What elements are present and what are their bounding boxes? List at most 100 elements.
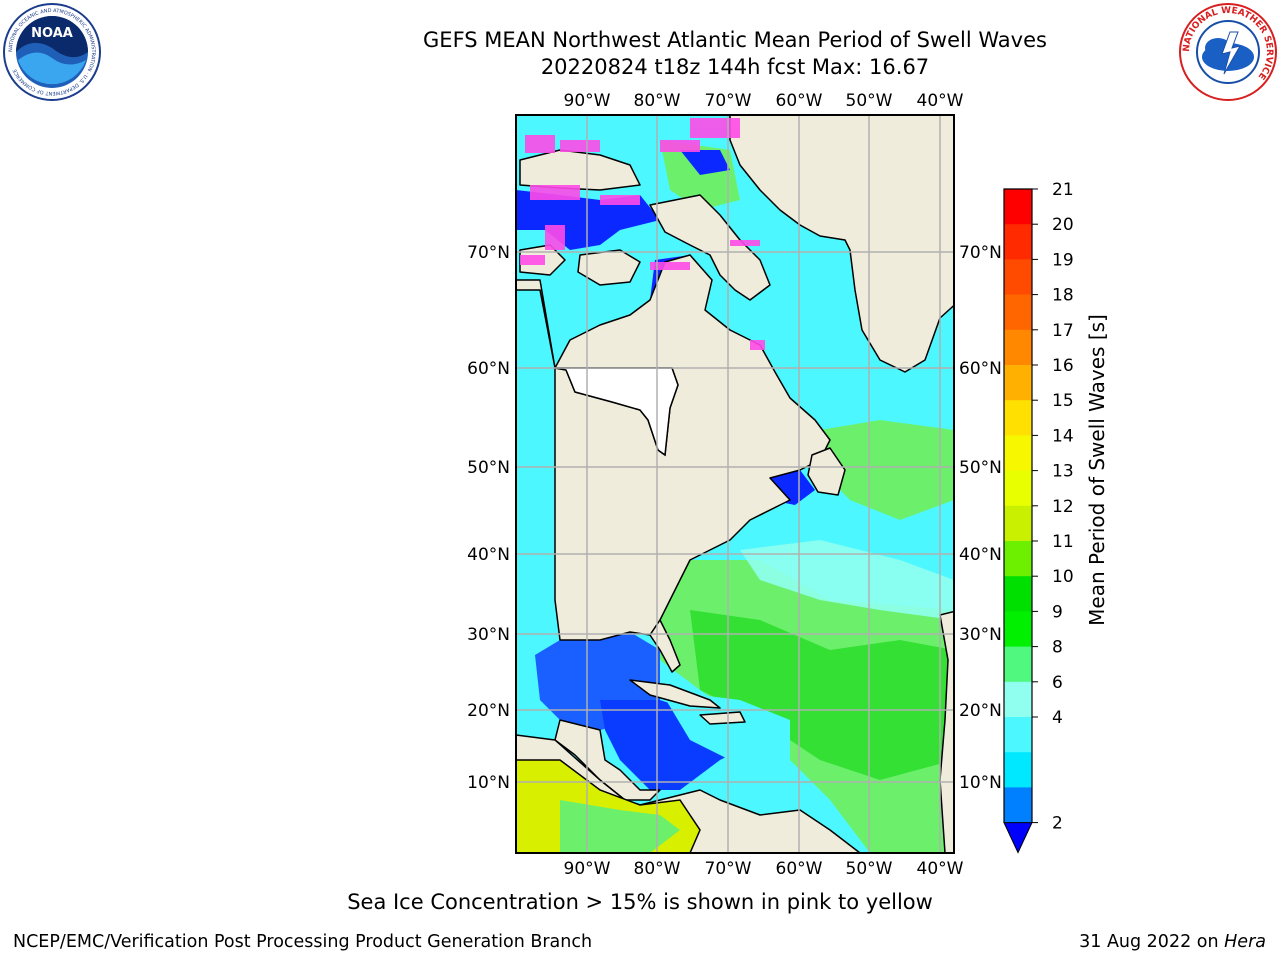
colorbar-tick-label: 6 [1052, 673, 1063, 693]
lat-label-left: 40°N [467, 545, 510, 565]
lat-label-left: 60°N [467, 359, 510, 379]
sea-ice-patch [530, 185, 580, 200]
colorbar-segment [1004, 259, 1032, 296]
colorbar-segment [1004, 681, 1032, 718]
colorbar-tick-label: 20 [1052, 215, 1074, 235]
land-south-america-green [560, 800, 680, 853]
noaa-logo-text: NOAA [31, 26, 73, 41]
colorbar-tick-label: 11 [1052, 532, 1074, 552]
footer-host: Hera [1224, 932, 1266, 952]
colorbar: 21 20 19 18 17 16 15 14 13 12 11 10 9 8 6 4 2 [1003, 180, 1074, 854]
land-newfoundland [807, 447, 846, 496]
chart-subtitle: 20220824 t18z 144h fcst Max: 16.67 [540, 55, 930, 79]
colorbar-segment [1004, 787, 1032, 824]
sea-ice-patch [560, 140, 600, 152]
colorbar-tick-label: 16 [1052, 356, 1074, 376]
no-data-region [554, 367, 679, 457]
land-baffin-island [649, 194, 771, 301]
nws-logo: NATIONAL WEATHER SERVICE [1179, 3, 1277, 101]
colorbar-segment [1004, 752, 1032, 788]
colorbar-tick-label: 19 [1052, 250, 1074, 270]
footer-date-text: 31 Aug 2022 on [1079, 932, 1225, 952]
swell-zone-light-cyan [740, 540, 954, 620]
colorbar-segment [1004, 365, 1032, 401]
colorbar-segment [1004, 470, 1032, 507]
colorbar-segment [1004, 224, 1032, 260]
sea-ice-patch [660, 140, 700, 152]
colorbar-segment [1004, 646, 1032, 683]
colorbar-segment [1004, 541, 1032, 577]
lon-label-top: 90°W [564, 91, 611, 111]
lat-label-right: 50°N [959, 458, 1002, 478]
colorbar-segment [1004, 400, 1032, 436]
land-arctic-island-3 [577, 249, 641, 286]
lat-label-left: 30°N [467, 625, 510, 645]
lat-label-right: 70°N [959, 243, 1002, 263]
footer-branch: NCEP/EMC/Verification Post Processing Pr… [13, 932, 593, 952]
land-africa-corner [939, 610, 954, 853]
lon-label-top: 80°W [634, 91, 681, 111]
colorbar-tick-label: 9 [1052, 602, 1063, 622]
graticule [516, 115, 954, 853]
lat-label-left: 50°N [467, 458, 510, 478]
sea-ice-patch [525, 135, 555, 153]
sea-ice-caption: Sea Ice Concentration > 15% is shown in … [347, 890, 933, 914]
lon-label-bottom: 50°W [846, 859, 893, 879]
colorbar-segment [1004, 435, 1032, 472]
lon-label-bottom: 90°W [564, 859, 611, 879]
lon-label-top: 40°W [917, 91, 964, 111]
baffin-bay-low-period [680, 150, 730, 175]
colorbar-segment [1004, 717, 1032, 753]
sea-ice-patch [520, 255, 545, 265]
lat-label-right: 20°N [959, 701, 1002, 721]
colorbar-tick-label: 8 [1052, 638, 1063, 658]
swell-zone-bright-green [690, 610, 954, 780]
lat-label-left: 10°N [467, 773, 510, 793]
lon-label-top: 60°W [776, 91, 823, 111]
colorbar-segment [1004, 505, 1032, 542]
colorbar-tick-label: 10 [1052, 567, 1074, 587]
colorbar-tick-label: 13 [1052, 462, 1074, 482]
colorbar-tick-label: 21 [1052, 180, 1074, 200]
lat-label-right: 60°N [959, 359, 1002, 379]
colorbar-segment [1004, 611, 1032, 648]
lon-label-bottom: 40°W [917, 859, 964, 879]
lon-label-top: 70°W [705, 91, 752, 111]
footer-date: 31 Aug 2022 on Hera [1079, 932, 1266, 952]
colorbar-extend-arrow [1003, 822, 1033, 854]
colorbar-tick-label: 18 [1052, 286, 1074, 306]
chart-title: GEFS MEAN Northwest Atlantic Mean Period… [423, 28, 1047, 52]
lat-label-right: 10°N [959, 773, 1002, 793]
land-cuba [629, 679, 721, 709]
lon-label-top: 50°W [846, 91, 893, 111]
noaa-logo: NOAA NATIONAL OCEANIC AND ATMOSPHERIC AD… [3, 3, 101, 101]
lat-label-left: 70°N [467, 243, 510, 263]
lon-label-bottom: 80°W [634, 859, 681, 879]
sea-ice-patch [730, 240, 760, 246]
map-frame [515, 114, 955, 854]
swell-zone-green-north [820, 420, 954, 520]
lon-label-bottom: 70°W [705, 859, 752, 879]
sea-ice-patch [650, 262, 690, 270]
land-hispaniola [699, 711, 746, 725]
sea-ice-patch [600, 195, 640, 205]
colorbar-tick-label: 14 [1052, 426, 1074, 446]
land-yucatan [554, 719, 661, 801]
colorbar-tick-label: 17 [1052, 321, 1074, 341]
colorbar-tick-label: 4 [1052, 708, 1063, 728]
caribbean-east [660, 690, 790, 760]
lat-label-right: 40°N [959, 545, 1002, 565]
colorbar-label: Mean Period of Swell Waves [s] [1085, 314, 1109, 626]
colorbar-segment [1004, 329, 1032, 366]
sea-ice-patch [690, 118, 740, 138]
colorbar-tick-label: 15 [1052, 391, 1074, 411]
lon-label-bottom: 60°W [776, 859, 823, 879]
colorbar-segment [1004, 294, 1032, 331]
colorbar-tick-label: 12 [1052, 497, 1074, 517]
colorbar-tick-label: 2 [1052, 814, 1063, 834]
lat-label-right: 30°N [959, 625, 1002, 645]
land-greenland [729, 115, 954, 373]
lat-label-left: 20°N [467, 701, 510, 721]
colorbar-segment [1004, 576, 1032, 612]
